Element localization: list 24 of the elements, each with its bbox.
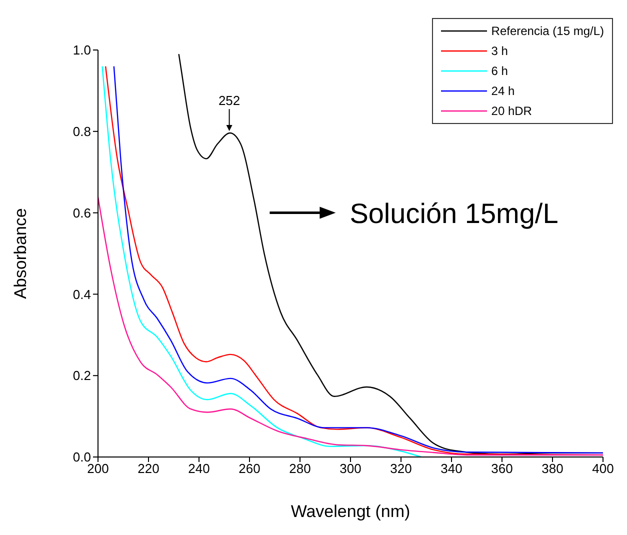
x-tick-label: 240 bbox=[188, 461, 210, 476]
annotation: 252 bbox=[218, 93, 240, 108]
legend-label: 6 h bbox=[491, 64, 508, 78]
y-tick-label: 0.2 bbox=[72, 368, 91, 384]
annotation: Solución 15mg/L bbox=[350, 198, 558, 229]
x-tick-label: 300 bbox=[340, 461, 362, 476]
x-tick-label: 340 bbox=[440, 461, 462, 476]
y-tick-label: 1.0 bbox=[72, 42, 91, 58]
x-tick-label: 320 bbox=[390, 461, 412, 476]
x-tick-label: 280 bbox=[289, 461, 311, 476]
legend-label: Referencia (15 mg/L) bbox=[491, 24, 604, 38]
x-tick-label: 220 bbox=[138, 461, 160, 476]
y-tick-label: 0.4 bbox=[72, 286, 91, 302]
y-axis-title: Absorbance bbox=[11, 208, 30, 299]
x-tick-label: 380 bbox=[542, 461, 564, 476]
y-tick-label: 0.8 bbox=[72, 124, 91, 140]
x-tick-label: 400 bbox=[592, 461, 614, 476]
legend-label: 24 h bbox=[491, 84, 515, 98]
y-tick-label: 0.6 bbox=[72, 205, 91, 220]
legend-label: 20 hDR bbox=[491, 104, 532, 118]
x-tick-label: 260 bbox=[238, 461, 260, 476]
x-axis-title: Wavelengt (nm) bbox=[290, 502, 410, 521]
x-tick-label: 360 bbox=[491, 461, 513, 476]
legend-label: 3 h bbox=[491, 44, 508, 58]
